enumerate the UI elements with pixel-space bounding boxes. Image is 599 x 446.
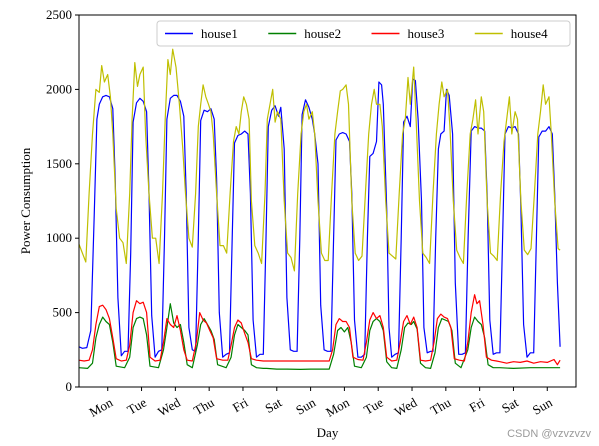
legend: house1 house2 house3 house4 — [156, 20, 571, 47]
y-tick-label: 2000 — [46, 81, 72, 96]
y-tick-label: 500 — [53, 305, 73, 320]
x-tick-label: Tue — [124, 394, 149, 417]
series-lines — [78, 48, 561, 370]
x-axis: Mon Tue Wed Thu Fri Sat Sun Mon Tue Wed Thu Fri Sat S… — [86, 387, 555, 420]
watermark: CSDN @vzvzvzv — [507, 428, 591, 440]
x-tick-label: Wed — [392, 394, 420, 419]
series-line-house3 — [78, 294, 561, 366]
x-axis-label: Day — [317, 425, 339, 440]
series-line-house4 — [78, 48, 561, 272]
legend-label-house1: house1 — [201, 26, 238, 41]
x-tick-label: Mon — [86, 394, 115, 420]
x-tick-label: Fri — [230, 394, 251, 415]
y-axis-label: Power Consumption — [18, 147, 33, 254]
x-tick-label: Tue — [361, 394, 386, 417]
legend-label-house2: house2 — [304, 26, 341, 41]
y-axis: 0 500 1000 1500 2000 2500 — [46, 7, 79, 394]
x-tick-label: Sun — [530, 394, 555, 417]
x-tick-label: Wed — [155, 394, 183, 419]
y-tick-label: 1500 — [46, 156, 72, 171]
legend-label-house4: house4 — [511, 26, 548, 41]
legend-label-house3: house3 — [408, 26, 445, 41]
series-line-house2 — [78, 303, 561, 370]
y-tick-label: 1000 — [46, 230, 72, 245]
x-tick-label: Thu — [428, 394, 454, 418]
x-tick-label: Fri — [467, 394, 488, 415]
x-tick-label: Sun — [293, 394, 318, 417]
y-tick-label: 2500 — [46, 7, 72, 22]
plot-frame — [78, 14, 577, 388]
x-tick-label: Mon — [323, 394, 352, 420]
x-tick-label: Sat — [262, 394, 284, 415]
x-tick-label: Sat — [499, 394, 521, 415]
legend-box — [156, 20, 571, 47]
series-line-house1 — [78, 78, 561, 358]
x-tick-label: Thu — [191, 394, 217, 418]
y-tick-label: 0 — [66, 379, 73, 394]
